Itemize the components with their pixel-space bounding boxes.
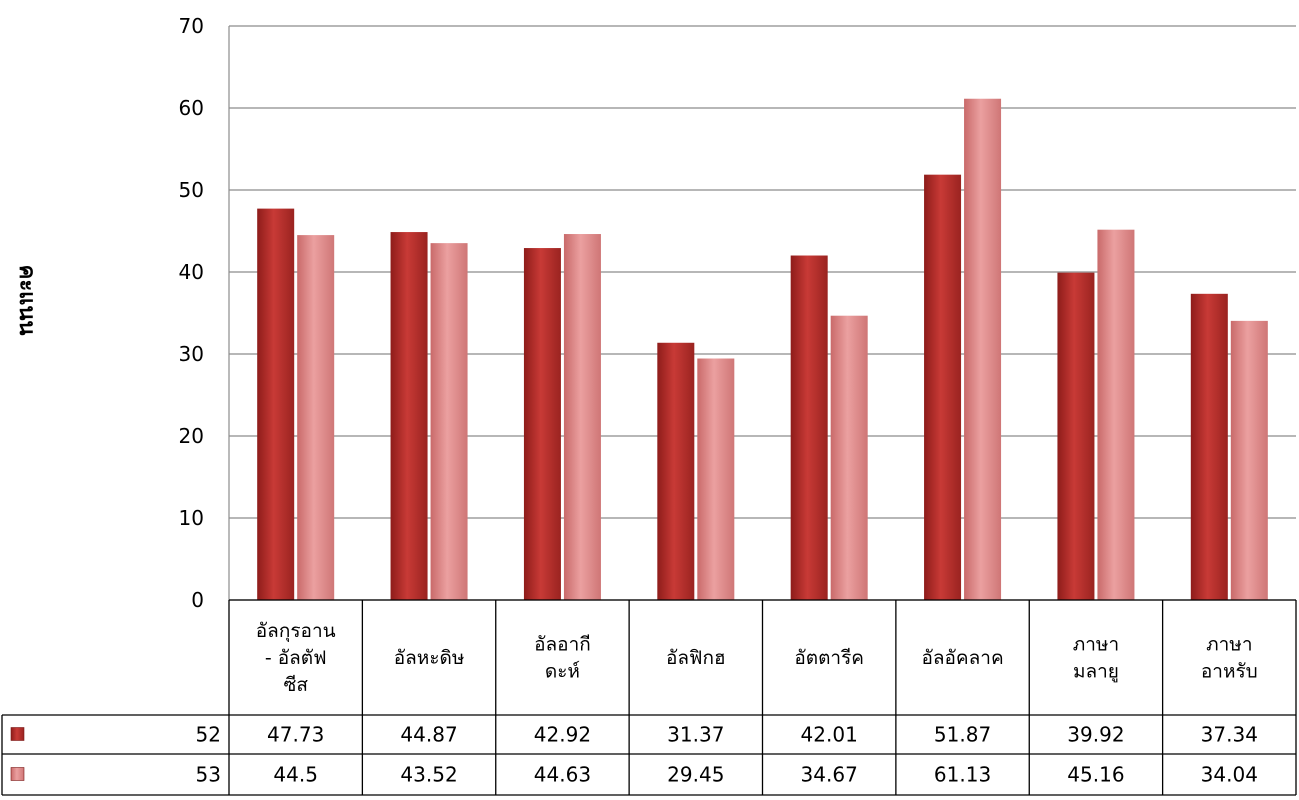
bar-53 — [563, 234, 601, 600]
data-table: อัลกุรอาน - อัลตัฟซีส อัลหะดิษ อัลอากีดะห์ อ… — [1, 599, 1297, 796]
legend-label-52: 52 — [196, 723, 221, 747]
data-label: 42.92 — [534, 723, 591, 747]
category-label: ภาษา — [1206, 634, 1252, 656]
data-label: 44.87 — [400, 723, 457, 747]
bars — [257, 98, 1268, 601]
legend-swatch-52 — [10, 727, 25, 741]
bar-52 — [1190, 293, 1228, 600]
bar-53 — [830, 315, 868, 600]
category-label: ดะห์ — [545, 661, 580, 683]
data-label: 44.63 — [534, 763, 591, 787]
bar-52 — [657, 342, 695, 600]
y-tick-label: 20 — [179, 424, 204, 448]
category-label: - อัลตัฟ — [265, 647, 327, 669]
y-tick-label: 60 — [179, 96, 204, 120]
category-label: อัลอัคลาค — [921, 647, 1003, 669]
data-label: 51.87 — [934, 723, 991, 747]
data-label: 42.01 — [801, 723, 858, 747]
y-tick-label: 30 — [179, 342, 204, 366]
bar-52 — [257, 208, 295, 600]
bar-53 — [430, 243, 468, 601]
bar-52 — [390, 232, 428, 601]
data-label: 43.52 — [400, 763, 457, 787]
bar-53 — [297, 235, 335, 600]
bar-53 — [1097, 229, 1135, 601]
y-axis-ticks: 0 10 20 30 40 50 60 70 — [179, 14, 204, 612]
category-label: ภาษา — [1073, 634, 1119, 656]
category-label: อัลฟิกฮ — [666, 647, 726, 669]
data-label: 34.04 — [1201, 763, 1258, 787]
bar-53 — [697, 358, 735, 600]
data-label: 37.34 — [1201, 723, 1258, 747]
y-axis-label: คะแนน — [14, 265, 39, 336]
category-label: มลายู — [1073, 661, 1119, 683]
gridlines — [228, 25, 1296, 601]
bar-53 — [1230, 320, 1268, 600]
legend-swatch-53 — [10, 767, 25, 781]
category-label: อัลกุรอาน — [256, 620, 336, 643]
category-label: ซีส — [283, 674, 308, 696]
y-tick-label: 10 — [179, 506, 204, 530]
data-label: 61.13 — [934, 763, 991, 787]
category-label: อาหรับ — [1201, 661, 1258, 683]
data-label: 47.73 — [267, 723, 324, 747]
data-label: 44.5 — [273, 763, 318, 787]
data-label: 34.67 — [801, 763, 858, 787]
category-label: อัลหะดิษ — [394, 647, 465, 669]
bar-52 — [1057, 272, 1095, 600]
category-label: อัลอากี — [534, 634, 591, 656]
bar-52 — [523, 248, 561, 600]
y-tick-label: 40 — [179, 260, 204, 284]
data-label: 29.45 — [667, 763, 724, 787]
bar-52 — [790, 255, 828, 600]
category-label: อัตตารีค — [794, 647, 864, 669]
y-tick-label: 50 — [179, 178, 204, 202]
data-label: 31.37 — [667, 723, 724, 747]
y-tick-label: 0 — [191, 588, 204, 612]
y-tick-label: 70 — [179, 14, 204, 38]
data-label: 39.92 — [1067, 723, 1124, 747]
legend-label-53: 53 — [196, 763, 221, 787]
data-label: 45.16 — [1067, 763, 1124, 787]
bar-53 — [964, 98, 1002, 600]
bar-52 — [924, 174, 962, 600]
